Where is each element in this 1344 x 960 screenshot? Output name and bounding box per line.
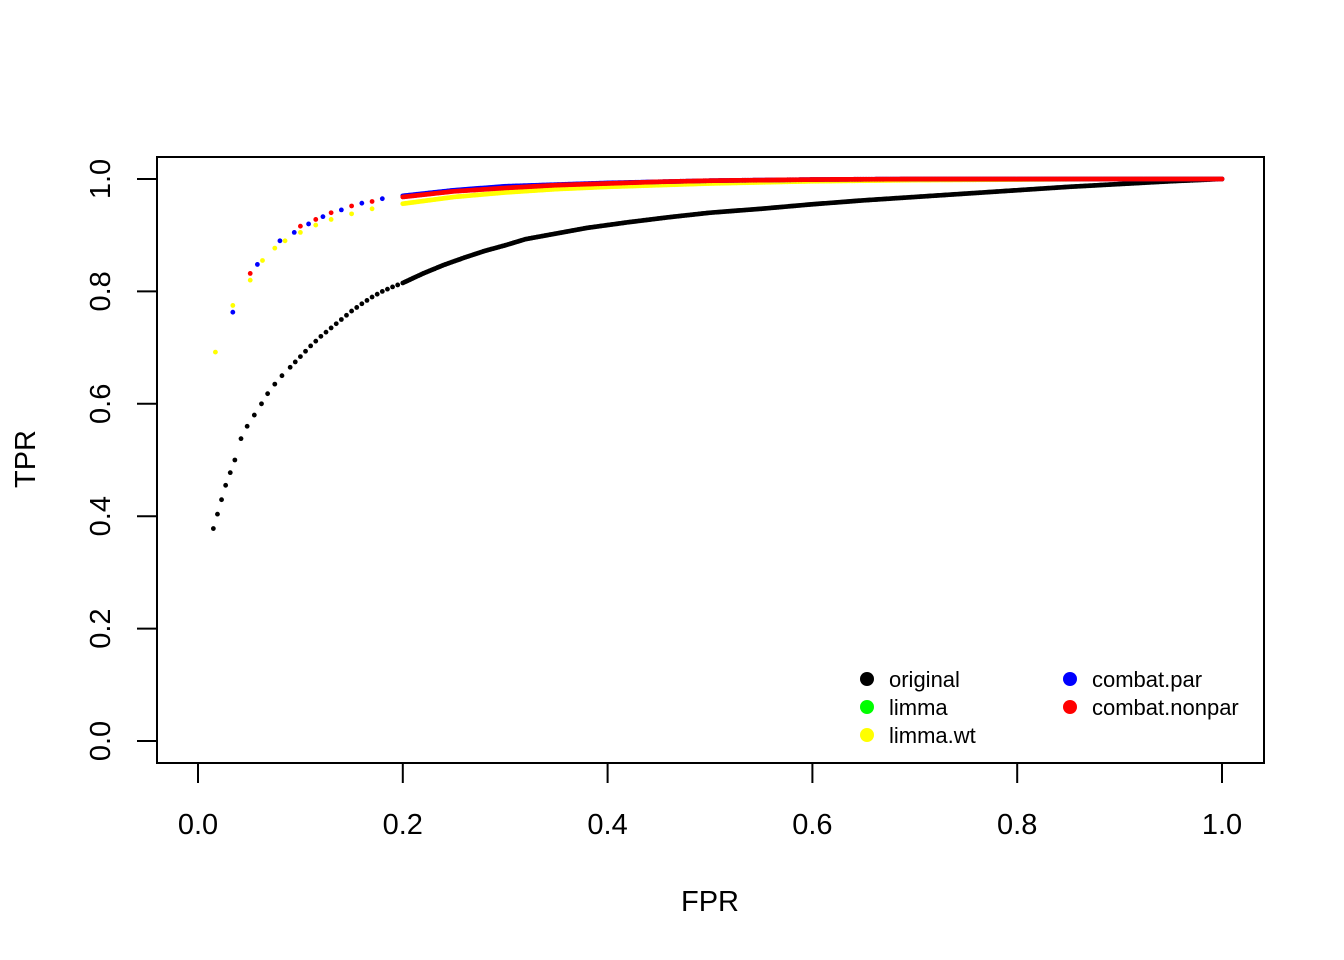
data-point	[313, 338, 319, 344]
data-point	[349, 203, 354, 209]
data-point	[349, 308, 354, 314]
data-point	[265, 391, 271, 397]
data-point	[379, 196, 385, 202]
data-point	[219, 497, 224, 503]
series-combat-nonpar	[247, 176, 1225, 276]
data-marks	[210, 176, 1225, 531]
y-tick-label: 0.6	[85, 384, 117, 424]
data-point	[379, 289, 385, 294]
data-point	[230, 303, 236, 308]
x-tick-label: 0.2	[383, 809, 423, 841]
data-point	[369, 206, 375, 212]
data-point	[344, 312, 349, 318]
data-point	[338, 207, 344, 213]
legend: original limma limma.wt combat.par combat.no…	[846, 649, 1263, 762]
data-point	[338, 317, 344, 322]
data-point	[272, 245, 278, 251]
data-point	[374, 291, 380, 297]
data-point	[292, 359, 298, 365]
data-point	[385, 286, 390, 292]
data-point	[333, 321, 339, 327]
data-point	[1219, 176, 1225, 182]
series-original	[210, 176, 1225, 531]
y-tick-label: 0.8	[85, 271, 117, 311]
legend-label: combat.par	[1092, 667, 1202, 692]
data-point	[279, 373, 285, 379]
data-point	[354, 305, 360, 310]
data-point	[369, 199, 375, 204]
data-point	[232, 457, 238, 463]
data-point	[230, 309, 236, 315]
data-point	[227, 470, 233, 476]
data-point	[364, 297, 370, 303]
data-point	[247, 271, 253, 276]
data-point	[318, 333, 324, 339]
data-point	[251, 412, 257, 418]
y-tick-label: 0.2	[85, 608, 117, 648]
data-point	[390, 284, 395, 290]
legend-marker	[860, 672, 874, 686]
legend-box	[846, 649, 1263, 762]
data-point	[223, 482, 229, 488]
legend-label: limma	[889, 695, 948, 720]
legend-label: combat.nonpar	[1092, 695, 1239, 720]
legend-marker	[860, 728, 874, 742]
data-point	[323, 329, 329, 335]
legend-marker	[860, 700, 874, 714]
data-point	[291, 229, 297, 235]
data-point	[328, 217, 334, 222]
data-point	[320, 214, 326, 220]
x-axis-title: FPR	[681, 886, 739, 918]
y-axis-title: TPR	[10, 430, 42, 488]
data-point	[287, 364, 293, 370]
x-axis: 0.0 0.2 0.4 0.6 0.8 1.0	[178, 762, 1242, 841]
data-point	[210, 526, 216, 531]
y-tick-label: 0.0	[85, 721, 117, 761]
data-point	[282, 238, 288, 244]
legend-label: original	[889, 667, 960, 692]
data-point	[213, 349, 218, 355]
data-point	[359, 200, 365, 206]
legend-label: limma.wt	[889, 723, 976, 748]
data-point	[215, 511, 220, 517]
data-point	[369, 294, 375, 300]
data-point	[238, 436, 244, 442]
data-point	[306, 221, 311, 227]
data-point	[260, 258, 265, 263]
series-limma-wt	[213, 176, 1225, 355]
x-tick-label: 0.6	[792, 809, 832, 841]
data-point	[328, 325, 334, 331]
y-tick-label: 1.0	[85, 159, 117, 199]
x-tick-label: 1.0	[1202, 809, 1242, 841]
data-point	[313, 217, 319, 222]
data-point	[254, 262, 260, 267]
legend-marker	[1063, 700, 1077, 714]
legend-marker	[1063, 672, 1077, 686]
data-point	[359, 301, 365, 307]
data-point	[395, 282, 401, 288]
data-point	[303, 348, 308, 354]
data-point	[244, 423, 250, 429]
data-point	[308, 343, 314, 349]
data-point	[313, 222, 319, 228]
data-point	[247, 277, 253, 283]
data-point	[349, 211, 354, 217]
data-point	[328, 210, 334, 216]
x-tick-label: 0.8	[997, 809, 1037, 841]
data-point	[298, 229, 303, 235]
y-tick-label: 0.4	[85, 496, 117, 536]
data-point	[298, 223, 303, 229]
x-tick-label: 0.0	[178, 809, 218, 841]
data-point	[298, 354, 303, 359]
data-point	[272, 381, 278, 387]
data-point	[259, 401, 264, 407]
y-axis: 0.0 0.2 0.4 0.6 0.8 1.0	[85, 159, 158, 761]
x-tick-label: 0.4	[587, 809, 627, 841]
data-point	[277, 238, 283, 244]
